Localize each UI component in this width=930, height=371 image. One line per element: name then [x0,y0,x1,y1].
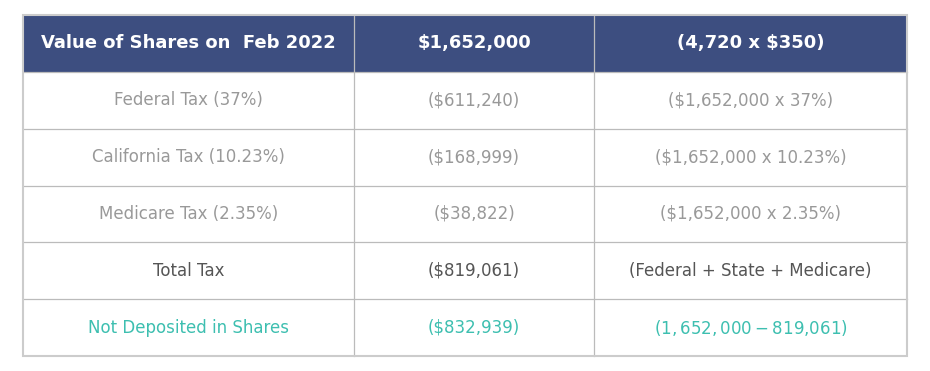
Text: ($1,652,000 x 10.23%): ($1,652,000 x 10.23%) [655,148,846,166]
Text: ($1,652,000 - $819,061): ($1,652,000 - $819,061) [654,318,847,338]
Text: Medicare Tax (2.35%): Medicare Tax (2.35%) [99,205,278,223]
Bar [23,186,907,242]
Text: Not Deposited in Shares: Not Deposited in Shares [88,319,289,337]
Text: $1,652,000: $1,652,000 [418,34,531,52]
Text: Total Tax: Total Tax [153,262,224,280]
Text: ($1,652,000 x 2.35%): ($1,652,000 x 2.35%) [660,205,841,223]
Text: Value of Shares on  Feb 2022: Value of Shares on Feb 2022 [41,34,336,52]
Text: ($611,240): ($611,240) [428,91,520,109]
Bar [23,299,907,356]
Text: (Federal + State + Medicare): (Federal + State + Medicare) [630,262,871,280]
Text: (4,720 x $350): (4,720 x $350) [677,34,824,52]
Bar [23,242,907,299]
Text: California Tax (10.23%): California Tax (10.23%) [92,148,286,166]
Text: ($1,652,000 x 37%): ($1,652,000 x 37%) [668,91,833,109]
Bar [23,72,907,129]
Text: ($38,822): ($38,822) [433,205,515,223]
Bar [23,15,907,72]
Text: ($819,061): ($819,061) [428,262,520,280]
Text: ($168,999): ($168,999) [428,148,520,166]
Text: ($832,939): ($832,939) [428,319,520,337]
Bar [23,129,907,186]
Text: Federal Tax (37%): Federal Tax (37%) [114,91,263,109]
